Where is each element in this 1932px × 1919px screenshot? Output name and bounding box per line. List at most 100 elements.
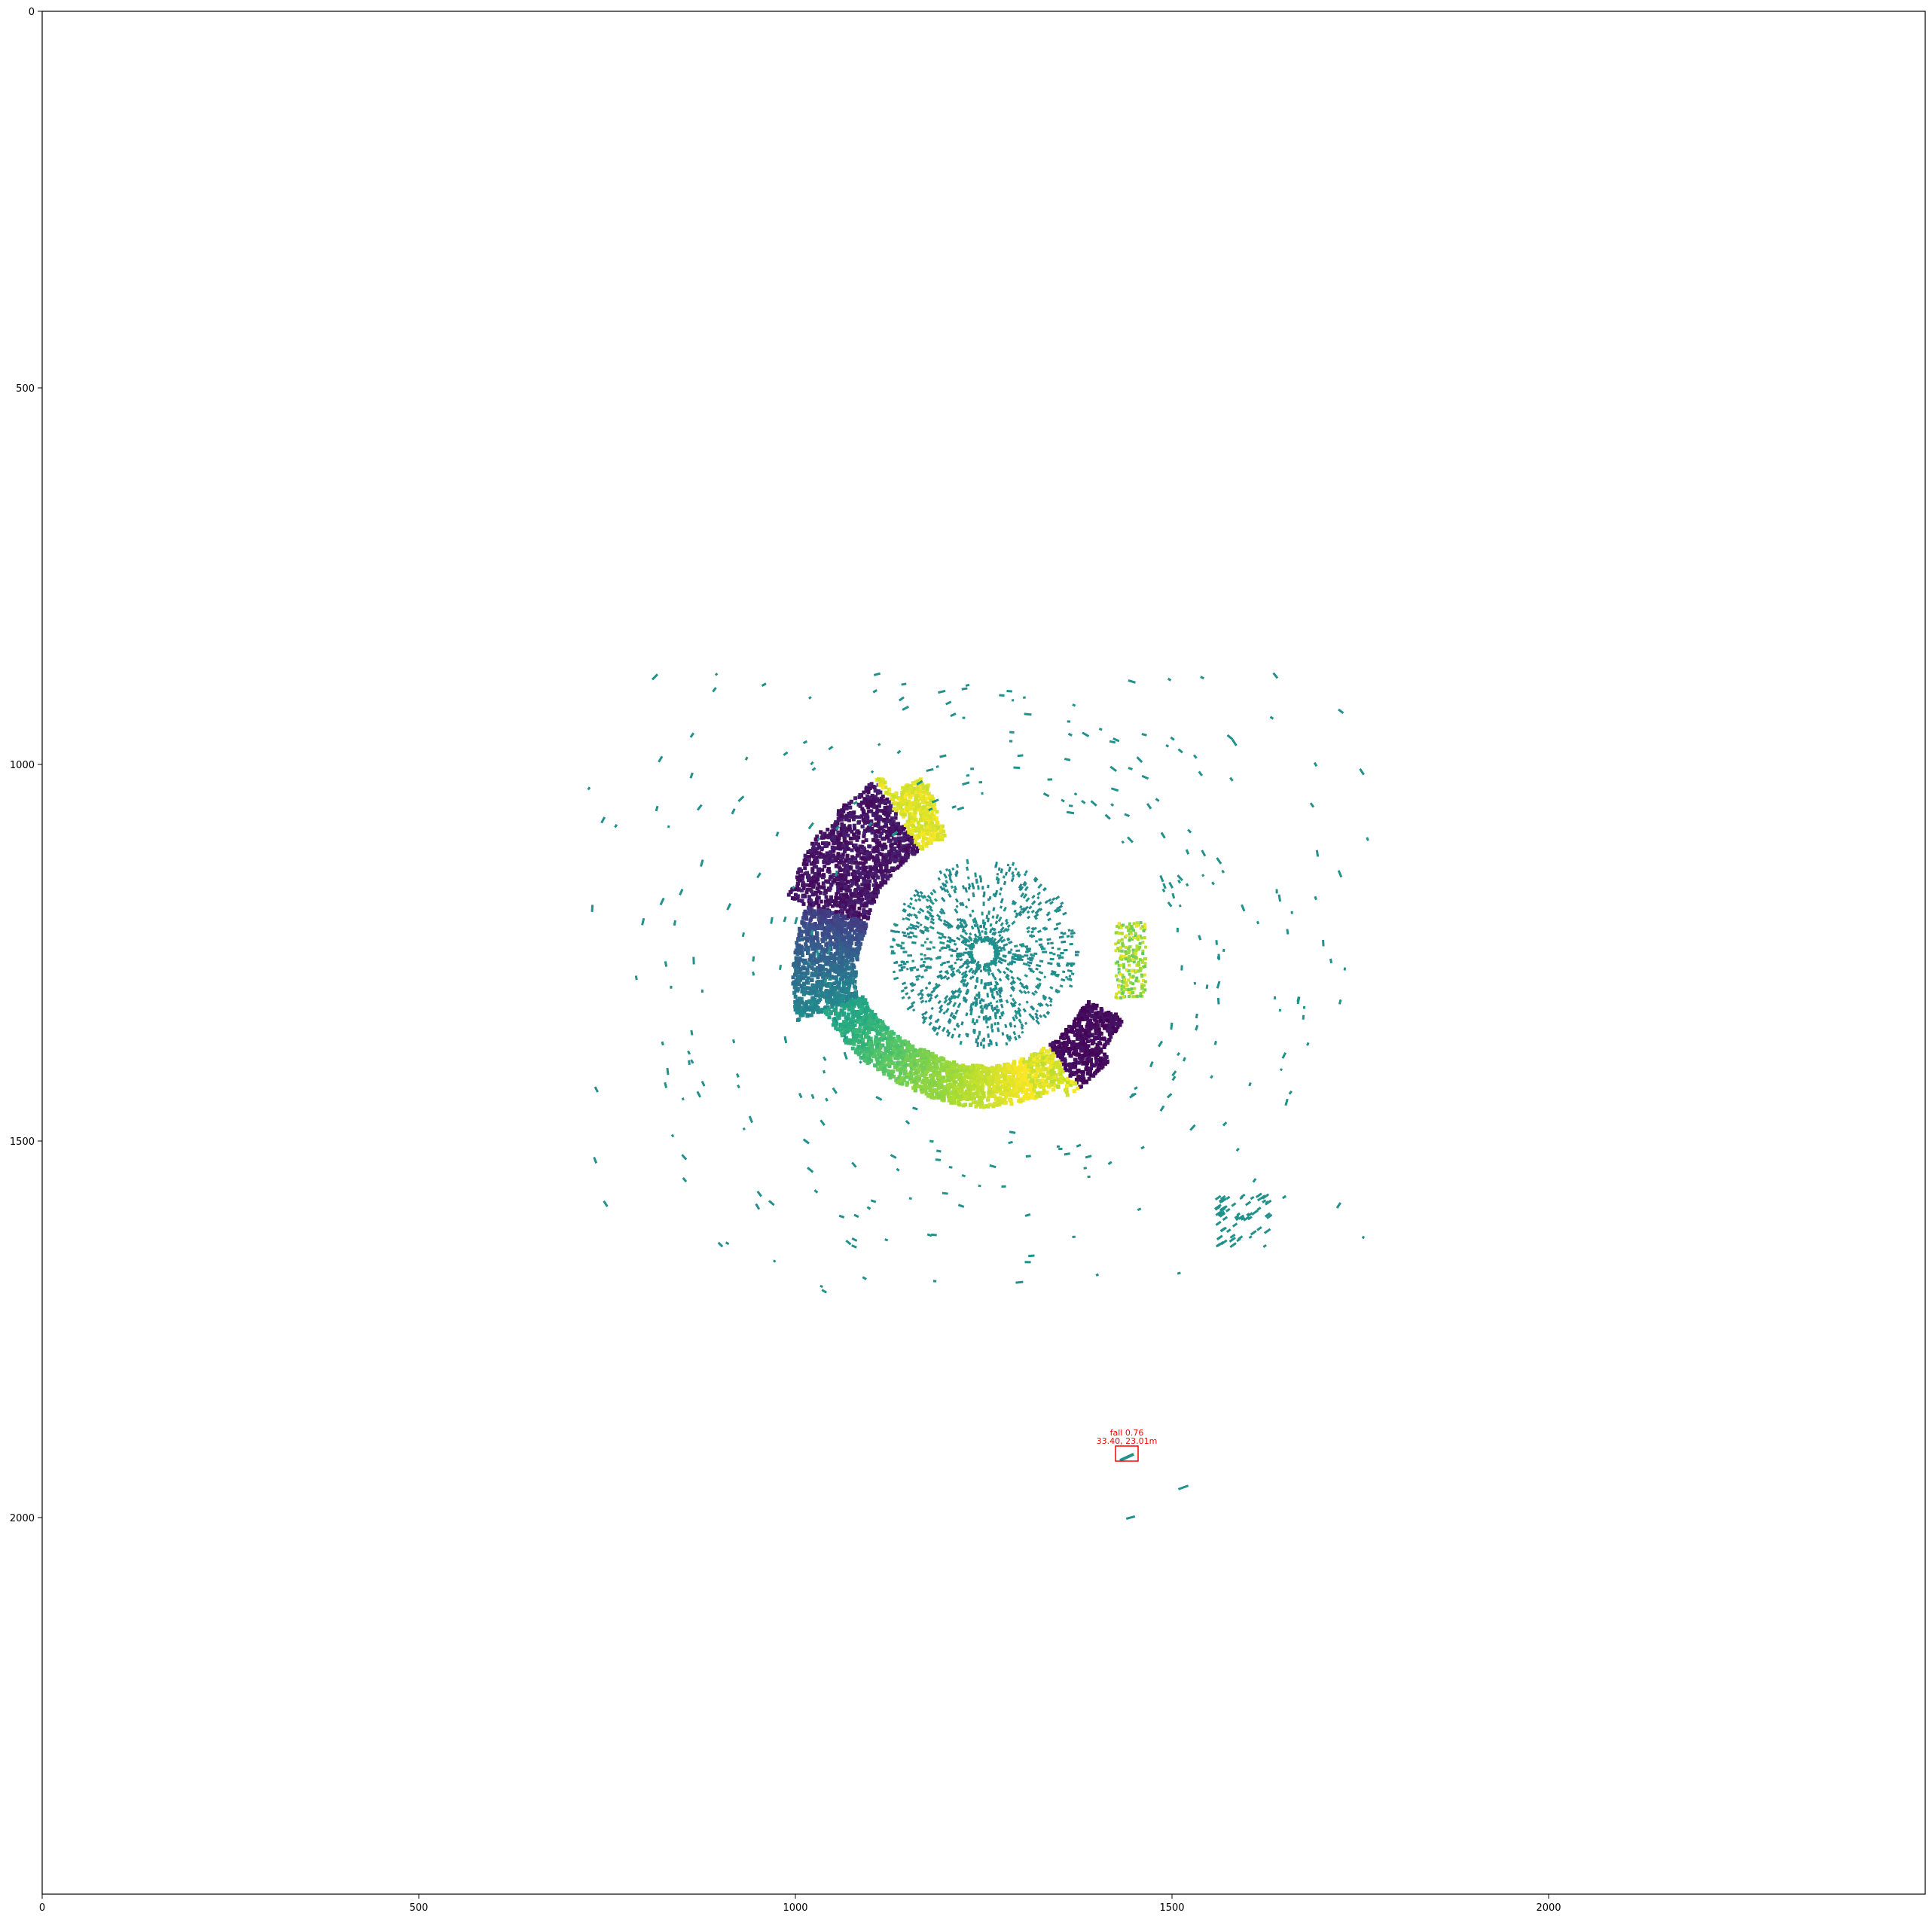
cloud-point — [1128, 925, 1131, 929]
cloud-point — [1109, 1035, 1113, 1039]
cloud-point — [1088, 1013, 1091, 1017]
cloud-point — [860, 1056, 865, 1060]
cloud-point — [830, 935, 835, 939]
cloud-point — [855, 956, 859, 960]
cloud-point — [901, 786, 905, 790]
cloud-point — [887, 839, 891, 844]
cloud-point — [851, 813, 856, 817]
cloud-point — [923, 837, 928, 841]
cloud-point — [821, 841, 825, 846]
cloud-point — [1072, 1023, 1076, 1027]
cloud-point — [967, 1092, 972, 1097]
cloud-point — [1098, 1059, 1103, 1063]
cloud-point — [1021, 1081, 1026, 1085]
cloud-point — [828, 856, 832, 861]
cloud-point — [1092, 1004, 1097, 1008]
cloud-point — [862, 797, 867, 801]
cloud-point — [897, 850, 902, 855]
cloud-point — [881, 828, 886, 833]
cloud-point — [812, 951, 816, 956]
cloud-point — [883, 873, 887, 877]
cloud-point — [832, 1008, 837, 1012]
cloud-point — [893, 852, 897, 856]
cloud-point — [847, 1007, 852, 1011]
cloud-point — [843, 832, 847, 836]
cloud-point — [858, 920, 862, 925]
cloud-point — [846, 880, 850, 884]
cloud-point — [807, 883, 812, 887]
cloud-point — [871, 1015, 876, 1020]
cloud-point — [794, 958, 798, 963]
cloud-point — [867, 1038, 871, 1042]
cloud-point — [883, 780, 887, 785]
cloud-point — [848, 926, 853, 930]
cloud-point — [844, 972, 849, 976]
cloud-point — [859, 849, 864, 853]
cloud-point — [860, 801, 865, 805]
cloud-point — [830, 1005, 835, 1009]
cloud-point — [908, 816, 912, 820]
cloud-point — [853, 931, 857, 935]
cloud-point — [1105, 1040, 1109, 1045]
cloud-point — [992, 1085, 997, 1088]
cloud-point — [1058, 1053, 1063, 1057]
cloud-point — [876, 1052, 881, 1057]
cloud-point — [932, 1083, 937, 1088]
cloud-point — [951, 1069, 956, 1074]
cloud-point — [931, 804, 935, 808]
cloud-point — [820, 955, 825, 960]
cloud-point — [987, 1085, 991, 1090]
cloud-point — [915, 849, 919, 853]
cloud-point — [1102, 1026, 1106, 1030]
cloud-point — [1042, 1088, 1046, 1093]
cloud-point — [1054, 1073, 1058, 1077]
cloud-point — [1085, 1066, 1089, 1070]
cloud-point — [806, 850, 810, 854]
cloud-point — [863, 910, 868, 914]
cloud-point — [992, 1087, 997, 1091]
cloud-point — [906, 1048, 911, 1053]
cloud-point — [870, 1013, 874, 1017]
cloud-point — [887, 1055, 891, 1060]
cloud-point — [826, 973, 831, 978]
cloud-point — [793, 892, 798, 897]
cloud-point — [844, 895, 849, 898]
cloud-point — [902, 786, 907, 791]
cloud-point — [862, 1027, 866, 1032]
cloud-point — [1010, 1081, 1015, 1085]
cloud-point — [992, 1089, 997, 1094]
cloud-point — [797, 932, 801, 937]
cloud-point — [847, 952, 850, 956]
cloud-point — [823, 891, 827, 895]
cloud-point — [902, 844, 906, 849]
cloud-point — [899, 836, 903, 841]
cloud-point — [953, 1091, 957, 1096]
cloud-point — [819, 945, 823, 949]
cloud-point — [1002, 1066, 1006, 1070]
cloud-point — [863, 874, 868, 878]
cloud-point — [847, 824, 852, 828]
cloud-point — [833, 1020, 838, 1024]
cloud-point — [862, 813, 866, 817]
cloud-point — [809, 898, 813, 903]
cloud-point — [816, 940, 820, 944]
cloud-point — [807, 898, 811, 903]
cloud-point — [804, 1003, 808, 1008]
cloud-point — [813, 1004, 818, 1008]
cloud-point — [804, 855, 809, 859]
cloud-point — [869, 819, 874, 823]
cloud-point — [792, 990, 797, 995]
cloud-point — [844, 944, 848, 948]
cloud-point — [905, 1072, 910, 1076]
cloud-point — [954, 1068, 958, 1072]
cloud-point — [1089, 1059, 1093, 1063]
cloud-point — [890, 1043, 894, 1048]
cloud-point — [1099, 1007, 1103, 1011]
cloud-point — [883, 846, 887, 850]
cloud-point — [829, 992, 834, 996]
cloud-point — [871, 858, 876, 862]
cloud-point — [1087, 1055, 1091, 1060]
cloud-point — [1030, 1078, 1034, 1082]
cloud-point — [1132, 929, 1135, 932]
cloud-point — [914, 827, 919, 831]
